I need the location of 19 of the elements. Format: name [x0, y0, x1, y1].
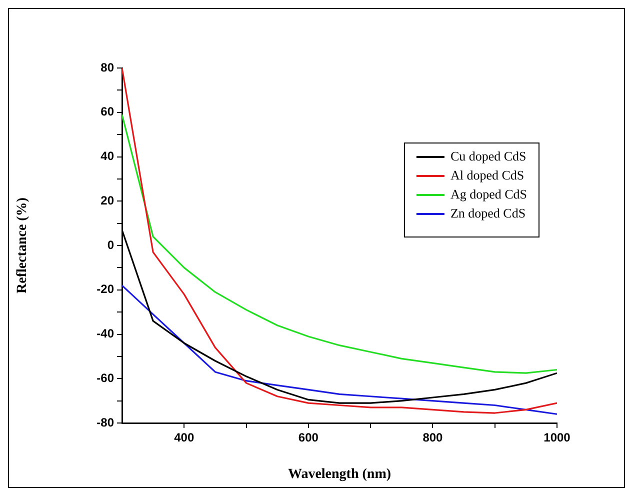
y-tick-label: 0: [107, 238, 114, 252]
x-tick-label: 800: [422, 430, 444, 445]
y-tick-label: 80: [100, 60, 114, 74]
y-tick-label: 20: [100, 193, 114, 208]
y-axis-title: Reflectance (%): [15, 197, 30, 294]
y-tick-label: -80: [96, 415, 114, 430]
legend-label: Al doped CdS: [450, 167, 524, 182]
y-tick-label: -60: [96, 370, 114, 385]
y-tick-label: -40: [96, 326, 114, 341]
x-tick-label: 400: [174, 430, 194, 445]
x-axis-title: Wavelength (nm): [288, 467, 392, 482]
legend-label: Cu doped CdS: [450, 148, 526, 164]
legend-label: Ag doped CdS: [450, 186, 528, 202]
x-tick-label: 1000: [544, 430, 571, 445]
legend-label: Zn doped CdS: [450, 205, 526, 220]
y-tick-label: 60: [100, 104, 114, 119]
y-tick-label: 40: [100, 149, 114, 164]
x-tick-label: 600: [298, 430, 319, 445]
y-tick-label: -20: [96, 282, 114, 296]
